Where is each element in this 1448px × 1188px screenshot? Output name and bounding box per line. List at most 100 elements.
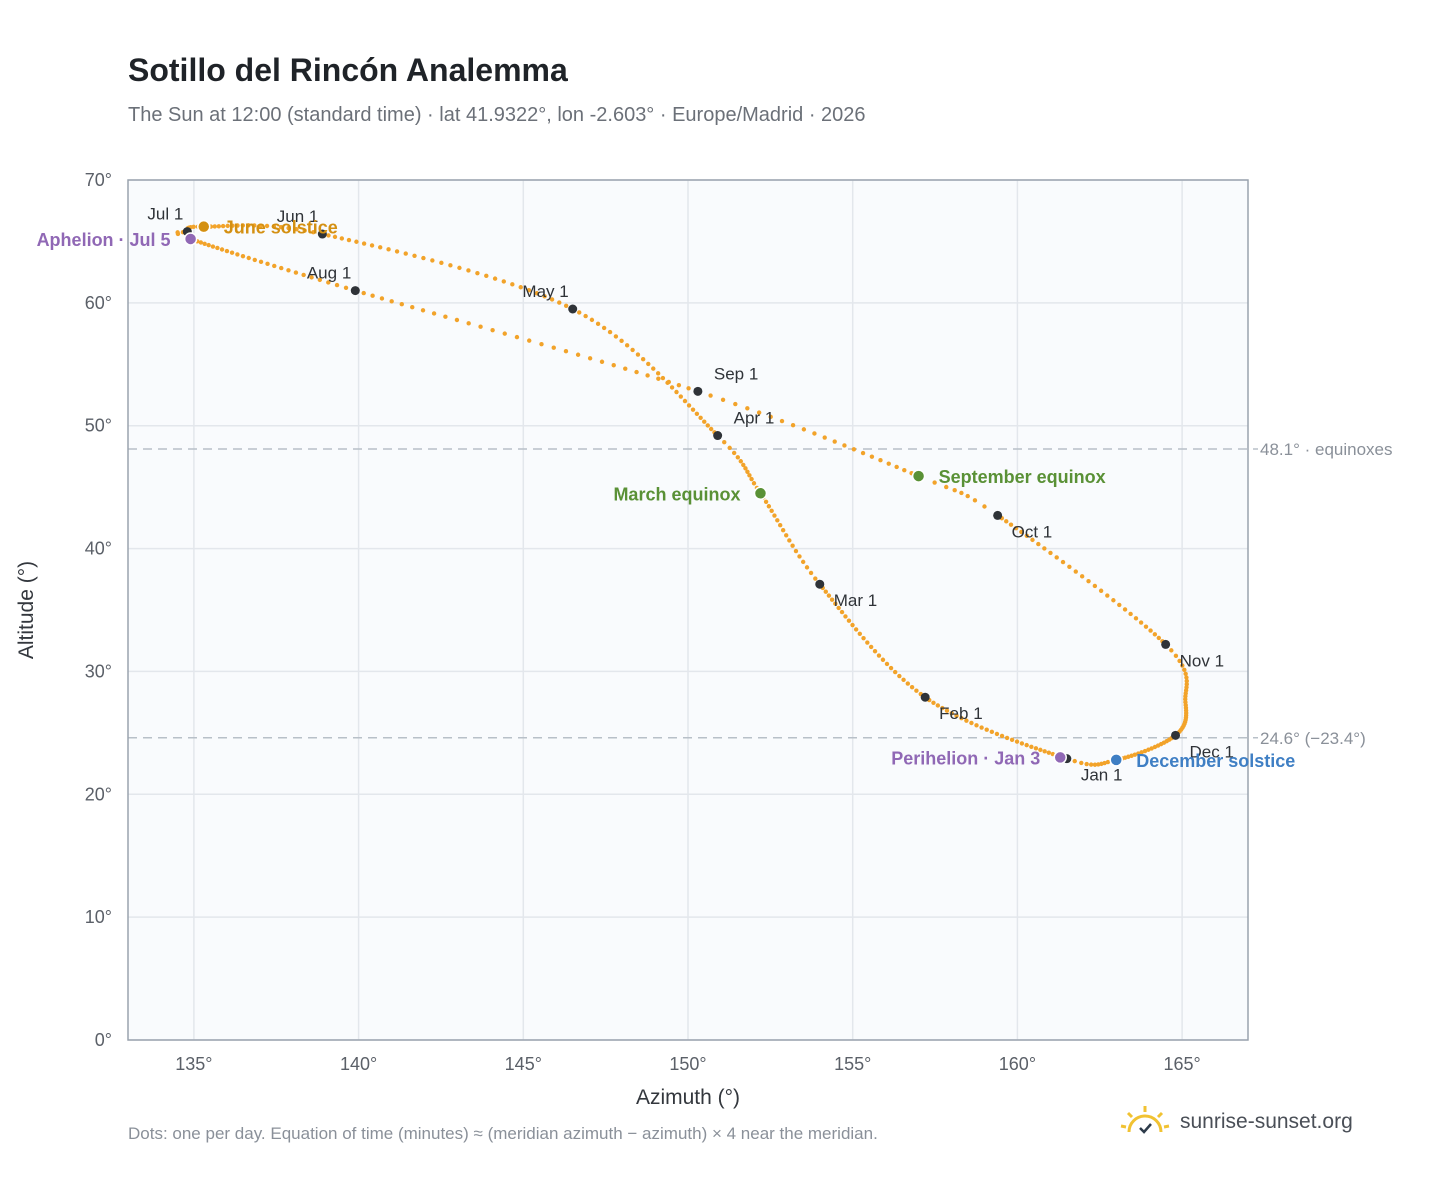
day-dot	[738, 459, 743, 464]
day-dot	[751, 481, 757, 486]
day-dot	[634, 369, 639, 375]
day-dot	[278, 224, 284, 230]
y-axis-label: Altitude (°)	[15, 561, 38, 659]
day-dot	[563, 303, 569, 308]
day-dot	[1008, 522, 1014, 527]
event-label: December solstice	[1136, 751, 1295, 771]
day-dot	[246, 255, 251, 261]
month-marker	[1161, 639, 1171, 649]
day-dot	[378, 245, 383, 250]
day-dot	[624, 343, 630, 348]
day-dot	[502, 331, 507, 336]
day-dot	[466, 268, 471, 273]
brand[interactable]: sunrise-sunset.org	[1120, 1104, 1353, 1140]
x-tick-label: 140°	[340, 1054, 377, 1074]
day-dot	[484, 273, 489, 279]
month-marker	[693, 386, 703, 396]
day-dot	[940, 705, 945, 711]
day-dot	[959, 490, 964, 496]
day-dot	[964, 718, 969, 723]
day-dot	[813, 576, 818, 581]
day-dot	[1054, 555, 1059, 560]
day-dot	[595, 321, 601, 327]
day-dot	[332, 234, 338, 240]
day-dot	[607, 329, 613, 335]
day-dot	[1096, 762, 1101, 767]
axis-ticks: 135° 140° 145° 150° 155° 160° 165° 0° 10° 20° 30° 4…	[85, 170, 1201, 1074]
day-dot	[1182, 667, 1187, 673]
day-dot	[599, 359, 605, 364]
day-dot	[959, 716, 964, 721]
day-dot	[1024, 742, 1029, 748]
day-dot	[892, 669, 898, 675]
day-dot	[1038, 747, 1043, 753]
day-dot	[1009, 737, 1015, 742]
day-dot	[317, 277, 323, 283]
day-dot	[1046, 750, 1052, 755]
day-dot	[475, 270, 480, 276]
day-dot	[769, 508, 774, 514]
day-dot	[857, 631, 863, 636]
day-dot	[640, 357, 646, 362]
day-dot	[240, 223, 246, 228]
day-dot	[1033, 746, 1039, 751]
day-dot	[949, 711, 954, 716]
event-label: June solstice	[224, 218, 338, 238]
day-dot	[1139, 750, 1144, 755]
day-dot	[1060, 559, 1066, 565]
reference-line-label: 24.6° (−23.4°)	[1260, 729, 1366, 748]
day-dot	[666, 379, 671, 385]
day-dot	[660, 375, 666, 381]
plot-frame	[127, 179, 1249, 1041]
day-dot	[861, 635, 866, 641]
day-dot	[457, 265, 462, 271]
day-dot	[1111, 598, 1116, 603]
day-dot	[1098, 588, 1104, 593]
day-dot	[1013, 525, 1019, 531]
day-dot	[839, 609, 845, 615]
day-dot	[272, 263, 277, 269]
x-axis-label: Azimuth (°)	[636, 1086, 740, 1109]
day-dot	[676, 382, 682, 388]
day-dot	[952, 488, 957, 493]
day-dot	[1073, 569, 1078, 574]
day-dot	[982, 504, 987, 509]
day-dot	[430, 258, 435, 263]
day-dot	[386, 247, 391, 252]
day-dot	[686, 403, 692, 408]
event-label: Aphelion · Jul 5	[37, 230, 171, 250]
day-dot	[198, 240, 204, 245]
day-dot	[293, 270, 299, 275]
day-dot	[230, 223, 235, 228]
month-marker	[317, 229, 327, 239]
y-tick-label: 30°	[85, 661, 112, 681]
day-dot	[1084, 761, 1089, 767]
event-marker	[183, 232, 198, 246]
day-dot	[646, 361, 651, 367]
month-label: Aug 1	[307, 264, 351, 283]
month-label: Feb 1	[939, 704, 982, 723]
day-dot	[705, 423, 710, 428]
day-dot	[1128, 611, 1133, 617]
event-label: September equinox	[939, 467, 1106, 487]
day-dot	[743, 466, 748, 471]
day-dot	[635, 352, 641, 357]
day-dot	[843, 614, 848, 619]
day-dot	[389, 299, 394, 304]
day-dot	[909, 685, 915, 690]
event-marker	[753, 486, 768, 501]
day-dot	[1042, 749, 1047, 754]
day-dot	[549, 297, 555, 302]
day-dot	[1072, 758, 1077, 764]
day-dot	[823, 589, 828, 594]
day-dot	[286, 225, 291, 231]
x-tick-label: 145°	[505, 1054, 542, 1074]
day-dot	[678, 394, 683, 399]
day-dot	[1138, 620, 1144, 625]
month-label: Apr 1	[734, 409, 775, 428]
day-dot	[265, 261, 270, 267]
day-dot	[842, 443, 847, 448]
day-dot	[768, 414, 773, 420]
y-tick-label: 0°	[95, 1030, 112, 1050]
day-dot	[309, 275, 314, 280]
